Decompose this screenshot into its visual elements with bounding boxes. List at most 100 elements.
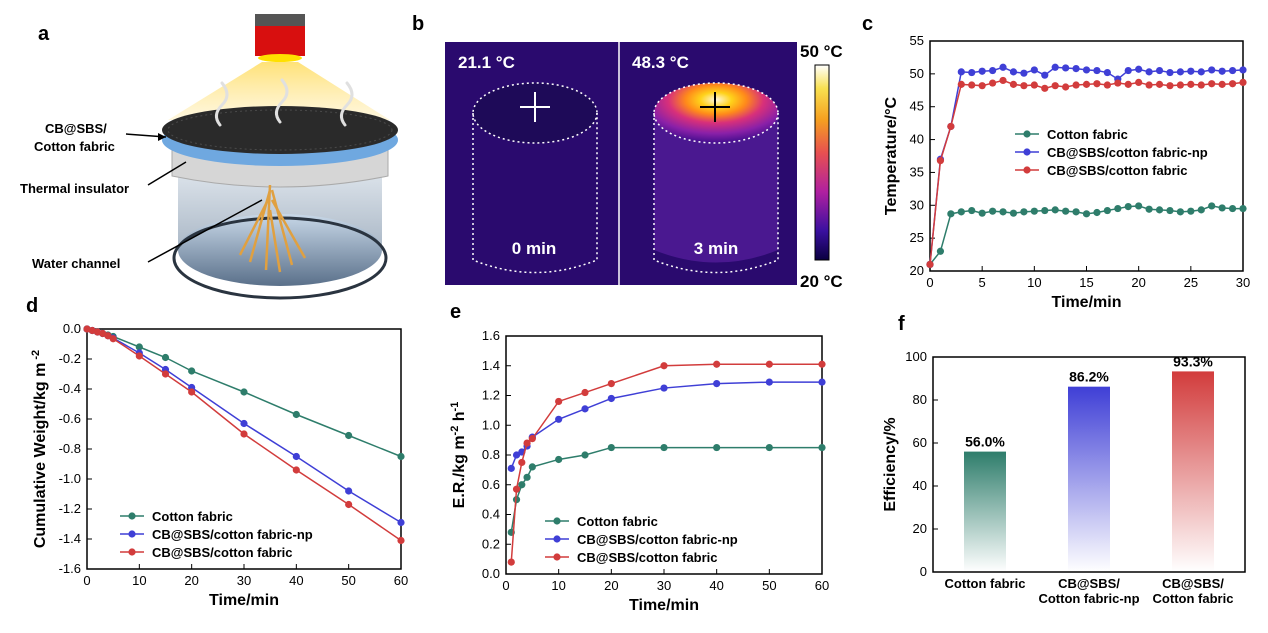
data-point <box>161 370 170 378</box>
data-point <box>1009 68 1018 76</box>
data-point <box>1187 207 1195 215</box>
data-point <box>607 394 615 403</box>
y-tick-label: 55 <box>910 33 924 48</box>
y-tick-label: 1.0 <box>482 417 500 432</box>
data-point <box>936 157 945 165</box>
data-point <box>1239 204 1247 213</box>
data-point <box>947 210 955 218</box>
y-tick-label: -1.2 <box>59 501 81 516</box>
legend-entry: CB@SBS/cotton fabric <box>1047 163 1188 178</box>
data-point <box>1041 84 1049 92</box>
x-tick-label: 5 <box>979 275 986 290</box>
chart-efficiency: 0 20 40 60 80 100 Efficiency/% 56.0% Cotton fabr… <box>882 349 1246 606</box>
water-channel-icon <box>238 184 307 273</box>
data-point <box>135 343 143 351</box>
data-point <box>926 260 934 269</box>
x-tick-label: 50 <box>341 573 355 588</box>
bar-value-label: 86.2% <box>1069 369 1109 385</box>
legend-swatch-marker <box>1023 166 1031 174</box>
lamp-lens <box>258 54 302 62</box>
data-point <box>765 378 773 386</box>
fabric-texture <box>167 109 393 151</box>
data-point <box>292 466 300 474</box>
x-axis-label: Time/min <box>1052 294 1122 311</box>
data-point <box>989 79 997 87</box>
y-tick-label: 0.0 <box>63 321 81 336</box>
data-point <box>989 207 997 215</box>
y-tick-label: -0.2 <box>59 351 81 366</box>
arrow-water-channel <box>147 199 263 263</box>
data-point <box>1020 208 1028 216</box>
data-point <box>1020 82 1028 90</box>
data-point <box>978 67 986 75</box>
data-point <box>1197 81 1205 89</box>
data-point <box>512 496 521 504</box>
data-point <box>1228 66 1237 75</box>
chart-temperature: 0 5 10 15 20 25 30 20 25 30 35 40 45 50 55 Time/min Temp… <box>883 33 1250 311</box>
legend-swatch-marker <box>1023 130 1031 138</box>
data-point <box>1239 78 1247 86</box>
data-point <box>1103 68 1111 77</box>
data-point <box>188 388 196 396</box>
data-point <box>1103 81 1111 89</box>
data-point <box>765 360 773 368</box>
data-point <box>581 451 589 459</box>
lamp-cap <box>255 14 305 26</box>
label-fabric-2: Cotton fabric <box>34 139 115 154</box>
data-point <box>1218 80 1226 88</box>
y-tick-label: 60 <box>913 435 927 450</box>
x-category-label: CB@SBS/ <box>1058 576 1120 591</box>
panel-label-e: e <box>450 301 461 323</box>
y-tick-label: 0.2 <box>482 536 500 551</box>
x-tick-label: 10 <box>1027 275 1041 290</box>
data-point <box>1062 64 1070 72</box>
fabric-disk <box>162 106 398 154</box>
device-illustration <box>162 14 398 300</box>
panel-label-b: b <box>412 13 424 35</box>
label-water-channel: Water channel <box>32 256 120 271</box>
ir-right-time: 3 min <box>694 239 738 258</box>
y-tick-label: 1.4 <box>482 358 500 373</box>
data-point <box>581 388 589 397</box>
y-tick-label: 80 <box>913 392 927 407</box>
data-point <box>345 431 353 440</box>
data-point <box>1093 208 1101 217</box>
x-tick-label: 20 <box>184 573 198 588</box>
data-point <box>1030 207 1038 215</box>
data-point <box>1155 206 1164 214</box>
y-tick-label: 35 <box>910 164 924 179</box>
legend-swatch-marker <box>553 553 561 561</box>
legend-entry: CB@SBS/cotton fabric <box>577 550 718 565</box>
x-category-label: Cotton fabric <box>945 576 1026 591</box>
data-point <box>161 353 170 362</box>
y-tick-label: -0.6 <box>59 411 81 426</box>
data-point <box>1228 80 1237 88</box>
data-point <box>1197 68 1205 76</box>
data-point <box>713 380 721 388</box>
x-tick-label: 0 <box>926 275 933 290</box>
legend-swatch-marker <box>553 535 561 543</box>
y-tick-label: 1.2 <box>482 388 500 403</box>
x-axis-label: Time/min <box>209 592 279 609</box>
x-category-label: Cotton fabric <box>1153 591 1234 606</box>
data-point <box>1135 202 1143 210</box>
y-tick-label: 25 <box>910 230 924 245</box>
data-point <box>1228 204 1237 213</box>
legend-entry: CB@SBS/cotton fabric-np <box>1047 145 1208 160</box>
legend-swatch-marker <box>1023 148 1031 156</box>
data-point <box>818 378 826 386</box>
data-point <box>518 481 526 489</box>
data-point <box>978 209 986 217</box>
data-point <box>507 464 515 472</box>
data-point <box>240 419 248 428</box>
data-point <box>1187 80 1195 88</box>
panel-label-c: c <box>862 13 873 35</box>
x-category-label: CB@SBS/ <box>1162 576 1224 591</box>
data-point <box>523 439 531 447</box>
y-tick-label: 100 <box>905 349 927 364</box>
x-tick-label: 50 <box>762 578 776 593</box>
data-point <box>968 206 976 215</box>
x-tick-label: 10 <box>551 578 565 593</box>
data-point <box>999 63 1007 71</box>
